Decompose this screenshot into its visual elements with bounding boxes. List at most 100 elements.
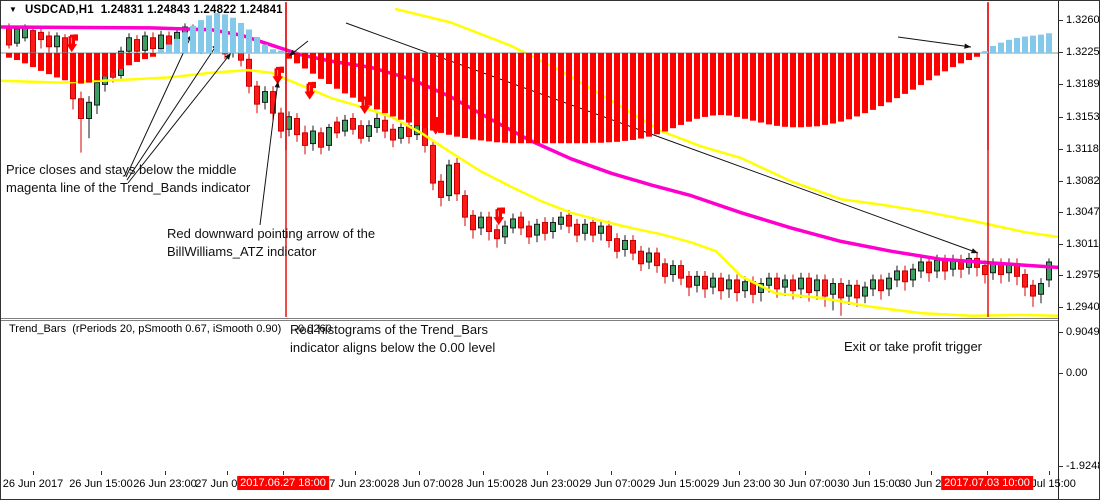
histogram-bar (566, 53, 572, 144)
time-axis-tick (101, 471, 102, 475)
histogram-bar (262, 44, 268, 53)
histogram-bar (318, 53, 324, 79)
histogram-bar (238, 22, 244, 53)
candle (1022, 274, 1028, 288)
histogram-bar (558, 53, 564, 144)
annotation-exit-trigger: Exit or take profit trigger (844, 339, 982, 354)
histogram-bar (1014, 37, 1020, 53)
candle (678, 265, 684, 279)
histogram-bar (470, 53, 476, 140)
histogram-bar (246, 29, 252, 53)
candle (710, 277, 716, 288)
time-axis-label-highlighted: 2017.06.27 18:00 (237, 476, 329, 490)
histogram-bar (406, 53, 412, 123)
time-axis-label: 28 Jun 23:00 (515, 478, 579, 490)
histogram-bar (998, 42, 1004, 53)
candle (38, 31, 44, 41)
histogram-bar (726, 53, 732, 116)
candle (278, 112, 284, 132)
price-axis-label: 0.9049 (1066, 326, 1100, 338)
candle (942, 259, 948, 272)
time-axis-label: 26 Jun 23:00 (133, 478, 197, 490)
histogram-bar (830, 53, 836, 124)
candle (142, 35, 148, 51)
histogram-bar (118, 53, 124, 69)
histogram-bar (718, 53, 724, 116)
candle (694, 275, 700, 286)
histogram-bar (398, 53, 404, 120)
candle (326, 126, 332, 146)
candle (822, 279, 828, 297)
histogram-bar (438, 53, 444, 133)
price-axis-label: 1.31180 (1066, 143, 1099, 155)
price-axis-tick (1058, 466, 1063, 467)
candle (686, 275, 692, 288)
candle (582, 223, 588, 234)
price-axis-label: 1.32600 (1066, 14, 1100, 26)
candle (446, 164, 452, 197)
candle (638, 250, 644, 265)
time-axis[interactable]: 26 Jun 2017 26 Jun 15:00 26 Jun 23:00 27 Ju… (1, 471, 1076, 499)
candle (262, 91, 268, 103)
annotation-red-histograms: Red histograms of the Trend_Bars indicat… (290, 322, 496, 355)
annotation-arrow-head (274, 81, 280, 88)
price-axis-tick (1058, 84, 1063, 85)
annotation-arrow-head (224, 53, 231, 60)
sell-arrow-head (359, 105, 370, 114)
chevron-down-icon[interactable]: ▼ (9, 5, 17, 14)
histogram-bar (550, 53, 556, 144)
price-axis-tick (1058, 181, 1063, 182)
annotation-red-arrow: Red downward pointing arrow of the BillW… (167, 226, 376, 259)
histogram-bar (510, 53, 516, 144)
candle (774, 277, 780, 290)
time-axis-tick (165, 471, 166, 475)
histogram-bar (174, 38, 180, 53)
indicator-panel[interactable] (1, 1, 1058, 151)
histogram-bar (982, 51, 988, 53)
panel-separator[interactable] (1, 318, 1058, 319)
candle (390, 128, 396, 141)
histogram-bar (478, 53, 484, 141)
histogram-bar (278, 50, 284, 53)
candle (814, 279, 820, 292)
candle (502, 225, 508, 238)
time-axis-label: 30 Jun 07:00 (773, 478, 837, 490)
histogram-bar (702, 53, 708, 117)
time-axis-tick (675, 471, 676, 475)
candle (702, 275, 708, 290)
histogram-bar (614, 53, 620, 142)
candle (254, 85, 260, 105)
time-axis-tick (611, 471, 612, 475)
time-axis-tick (931, 471, 932, 475)
time-axis-tick (739, 471, 740, 475)
candle (550, 222, 556, 232)
candle (590, 222, 596, 236)
time-axis-tick (33, 471, 34, 475)
price-axis-tick (1058, 332, 1063, 333)
candle (126, 37, 132, 52)
candle (534, 223, 540, 236)
candle (622, 239, 628, 250)
time-axis-tick (805, 471, 806, 475)
histogram-bar (126, 53, 132, 66)
histogram-bar (374, 53, 380, 110)
candle (990, 263, 996, 274)
time-axis-tick (355, 471, 356, 475)
price-axis[interactable]: 1.32600 1.32250 1.31890 1.31530 1.31180 1.308… (1058, 1, 1100, 499)
histogram-bar (670, 53, 676, 129)
annotation-price-below-magenta: Price closes and stays below the middle … (6, 162, 251, 195)
candle (830, 283, 836, 295)
time-axis-tick (869, 471, 870, 475)
histogram-bar (790, 53, 796, 128)
candle (366, 125, 372, 137)
histogram-bar (158, 49, 164, 53)
histogram-bar (78, 53, 84, 84)
annotation-arrow-line (897, 36, 972, 48)
candle (766, 277, 772, 286)
histogram-bar (958, 53, 964, 64)
histogram-bar (782, 53, 788, 127)
price-axis-label: 1.29750 (1066, 269, 1100, 281)
histogram-bar (806, 53, 812, 127)
candle (78, 98, 84, 119)
histogram-bar (6, 53, 12, 58)
